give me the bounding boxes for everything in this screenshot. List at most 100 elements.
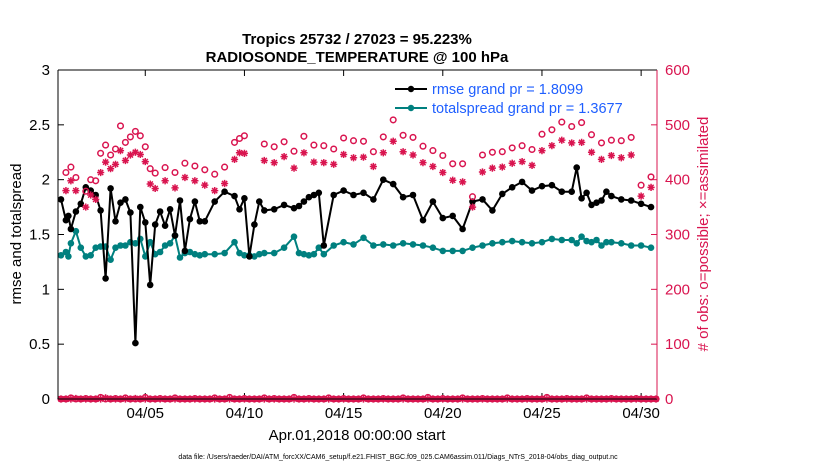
- obs-possible-marker: [587, 131, 596, 139]
- obs-possible-marker: [67, 163, 75, 171]
- obs-assimilated-marker: [235, 149, 244, 157]
- y-tick-label: 1.5: [29, 227, 50, 244]
- rmse-point: [618, 196, 625, 203]
- chart-subtitle: RADIOSONDE_TEMPERATURE @ 100 hPa: [206, 49, 509, 66]
- totalspread-point: [315, 244, 323, 251]
- obs-assimilated-marker: [508, 159, 516, 167]
- obs-assimilated-marker: [111, 160, 120, 168]
- obs-possible-marker: [136, 132, 144, 140]
- obs-assimilated-marker: [607, 151, 615, 160]
- obs-assimilated-marker: [538, 147, 546, 155]
- rmse-point: [300, 198, 308, 205]
- obs-possible-marker: [488, 148, 496, 156]
- obs-possible-marker: [300, 132, 308, 140]
- rmse-point: [236, 206, 243, 213]
- totalspread-point: [489, 240, 496, 247]
- rmse-point: [72, 208, 80, 215]
- y-tick-label-right: 300: [665, 227, 690, 244]
- totalspread-point: [449, 247, 457, 255]
- obs-assimilated-marker: [151, 184, 159, 193]
- rmse-point: [137, 203, 144, 211]
- totalspread-point: [618, 240, 625, 247]
- totalspread-point: [112, 244, 119, 251]
- rmse-point: [647, 203, 655, 211]
- obs-possible-marker: [647, 173, 655, 181]
- totalspread-point: [320, 250, 328, 258]
- totalspread-point: [137, 235, 144, 243]
- plot-area: [58, 70, 657, 399]
- rmse-point: [280, 201, 288, 209]
- obs-possible-marker: [409, 133, 417, 141]
- obs-possible-marker: [637, 181, 645, 189]
- rmse-point: [350, 191, 357, 199]
- obs-possible-marker: [478, 151, 487, 159]
- obs-assimilated-marker: [141, 157, 149, 166]
- obs-assimilated-marker: [161, 177, 169, 185]
- rmse-point: [603, 188, 610, 195]
- obs-possible-marker: [320, 142, 328, 150]
- obs-assimilated-marker: [518, 157, 526, 166]
- obs-possible-marker: [116, 122, 125, 130]
- totalspread-point: [380, 241, 387, 248]
- rmse-point: [117, 199, 124, 206]
- rmse-point: [419, 216, 427, 224]
- obs-possible-marker: [126, 133, 134, 141]
- rmse-point: [508, 184, 516, 191]
- obs-assimilated-marker: [67, 177, 75, 185]
- y-tick-label-right: 600: [665, 62, 690, 79]
- chart-title: Tropics 25732 / 27023 = 95.223%: [242, 31, 472, 48]
- y-tick-labels-right: 0 100 200 300 400 500 600: [665, 62, 690, 408]
- rmse-point: [469, 198, 476, 205]
- totalspread-point: [196, 252, 204, 259]
- obs-possible-marker: [379, 133, 387, 141]
- rmse-point: [637, 200, 645, 208]
- obs-possible-marker: [429, 147, 437, 155]
- obs-assimilated-marker: [211, 187, 219, 195]
- obs-assimilated-marker: [72, 394, 80, 403]
- totalspread-point: [538, 238, 546, 246]
- obs-assimilated-marker: [617, 154, 625, 162]
- obs-possible-marker: [558, 118, 566, 126]
- obs-assimilated-marker: [379, 149, 387, 157]
- rmse-point: [320, 242, 328, 249]
- x-tick-label: 04/30: [622, 405, 660, 422]
- rmse-point: [171, 232, 179, 239]
- obs-possible-marker: [597, 139, 606, 147]
- totalspread-point: [528, 240, 536, 247]
- obs-possible-marker: [201, 166, 209, 174]
- obs-assimilated-marker: [340, 150, 348, 159]
- obs-possible-marker: [349, 137, 358, 145]
- totalspread-point: [499, 238, 506, 246]
- obs-possible-marker: [92, 177, 100, 185]
- rmse-point: [399, 193, 407, 201]
- obs-assimilated-marker: [637, 192, 645, 200]
- totalspread-point: [72, 227, 80, 235]
- rmse-point: [186, 215, 194, 223]
- totalspread-point: [330, 242, 338, 249]
- obs-possible-marker: [191, 162, 199, 170]
- obs-possible-marker: [359, 137, 368, 145]
- obs-assimilated-marker: [290, 164, 298, 172]
- obs-possible-marker: [340, 134, 348, 142]
- totalspread-point: [87, 252, 94, 259]
- obs-possible-marker: [498, 148, 506, 156]
- obs-possible-marker: [389, 116, 397, 124]
- y-axis-label: rmse and totalspread: [8, 164, 25, 305]
- rmse-point: [489, 207, 496, 214]
- rmse-point: [518, 178, 526, 186]
- obs-assimilated-marker: [260, 156, 268, 165]
- rmse-point: [548, 181, 556, 189]
- rmse-point: [588, 201, 595, 209]
- obs-possible-marker: [72, 173, 80, 182]
- obs-possible-marker: [578, 119, 586, 127]
- obs-possible-marker: [97, 149, 105, 157]
- y-tick-label: 2: [42, 172, 50, 189]
- obs-assimilated-marker: [221, 179, 229, 188]
- obs-possible-marker: [82, 187, 90, 195]
- totalspread-point: [350, 241, 357, 248]
- legend-label-spread: totalspread grand pr = 1.3677: [432, 101, 623, 117]
- totalspread-point: [603, 238, 610, 246]
- obs-assimilated-marker: [116, 147, 125, 155]
- obs-assimilated-marker: [439, 168, 447, 177]
